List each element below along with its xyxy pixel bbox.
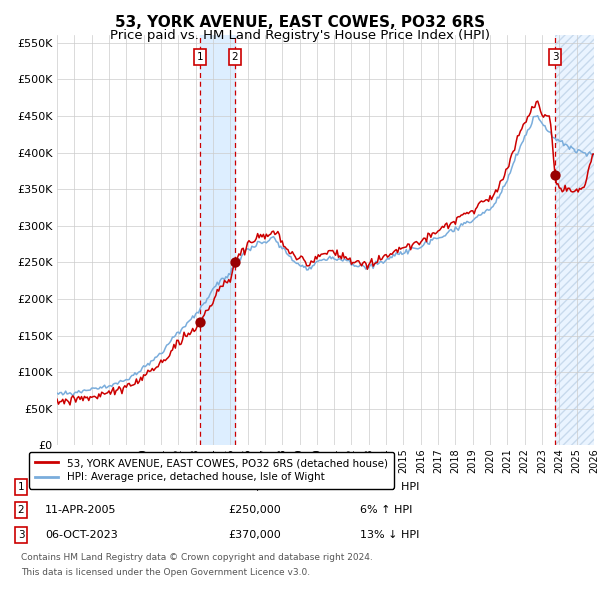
Point [230,258,240,267]
Text: 11-APR-2005: 11-APR-2005 [45,506,116,515]
Text: 6% ↑ HPI: 6% ↑ HPI [360,506,412,515]
Text: Contains HM Land Registry data © Crown copyright and database right 2024.: Contains HM Land Registry data © Crown c… [21,553,373,562]
Text: 2: 2 [232,53,238,63]
Text: 28-APR-2003: 28-APR-2003 [45,482,117,491]
Point [550,170,560,179]
Legend: 53, YORK AVENUE, EAST COWES, PO32 6RS (detached house), HPI: Average price, deta: 53, YORK AVENUE, EAST COWES, PO32 6RS (d… [29,452,394,489]
Text: 13% ↓ HPI: 13% ↓ HPI [360,530,419,540]
Text: 1: 1 [197,53,203,63]
Text: 53, YORK AVENUE, EAST COWES, PO32 6RS: 53, YORK AVENUE, EAST COWES, PO32 6RS [115,15,485,30]
Bar [555,35,594,445]
Point [195,317,205,326]
Text: £370,000: £370,000 [228,530,281,540]
Text: This data is licensed under the Open Government Licence v3.0.: This data is licensed under the Open Gov… [21,568,310,577]
Text: £250,000: £250,000 [228,506,281,515]
Text: 10% ↓ HPI: 10% ↓ HPI [360,482,419,491]
Text: 06-OCT-2023: 06-OCT-2023 [45,530,118,540]
Bar [200,35,235,445]
Text: Price paid vs. HM Land Registry's House Price Index (HPI): Price paid vs. HM Land Registry's House … [110,30,490,42]
Text: £169,000: £169,000 [228,482,281,491]
Text: 1: 1 [17,482,25,491]
Text: 3: 3 [552,53,559,63]
Text: 2: 2 [17,506,25,515]
Text: 3: 3 [17,530,25,540]
